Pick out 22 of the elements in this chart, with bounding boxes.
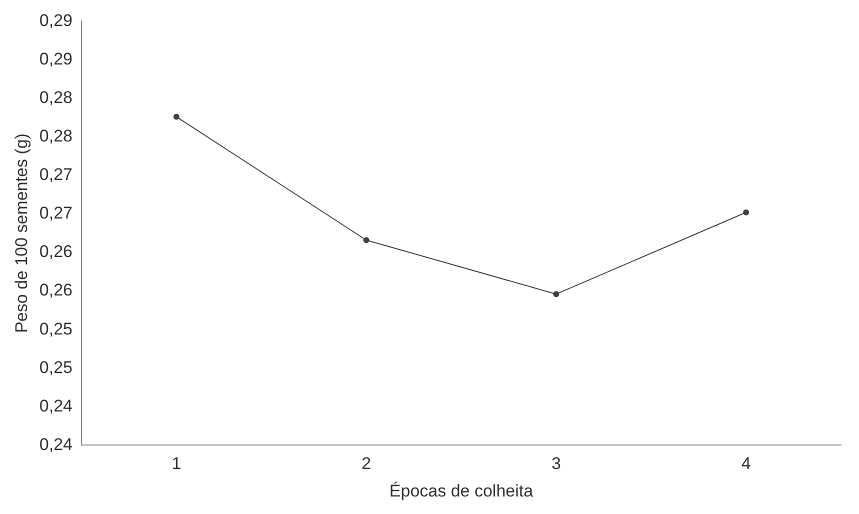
x-tick-label: 4 <box>741 454 751 474</box>
y-tick-label: 0,29 <box>39 10 72 30</box>
x-tick-label: 2 <box>362 454 372 474</box>
y-axis-title: Peso de 100 sementes (g) <box>12 133 31 333</box>
y-tick-label: 0,24 <box>39 434 72 454</box>
y-tick-label: 0,27 <box>39 165 72 184</box>
y-tick-label: 0,29 <box>39 49 72 68</box>
y-tick-label: 0,25 <box>39 358 72 377</box>
y-tick-label: 0,24 <box>39 396 72 416</box>
point <box>553 291 560 298</box>
y-tick-label: 0,26 <box>39 242 72 262</box>
y-tick-label: 0,28 <box>39 126 72 146</box>
x-axis-title: Épocas de colheita <box>389 481 534 500</box>
point <box>363 237 370 244</box>
point <box>173 114 180 120</box>
x-tick-label: 3 <box>551 454 561 474</box>
x-tick-label: 1 <box>172 454 182 474</box>
y-tick-label: 0,26 <box>39 280 72 300</box>
y-tick-label: 0,25 <box>39 319 72 338</box>
y-tick-label: 0,28 <box>39 88 72 107</box>
y-tick-label: 0,27 <box>39 204 72 223</box>
point <box>743 209 750 216</box>
